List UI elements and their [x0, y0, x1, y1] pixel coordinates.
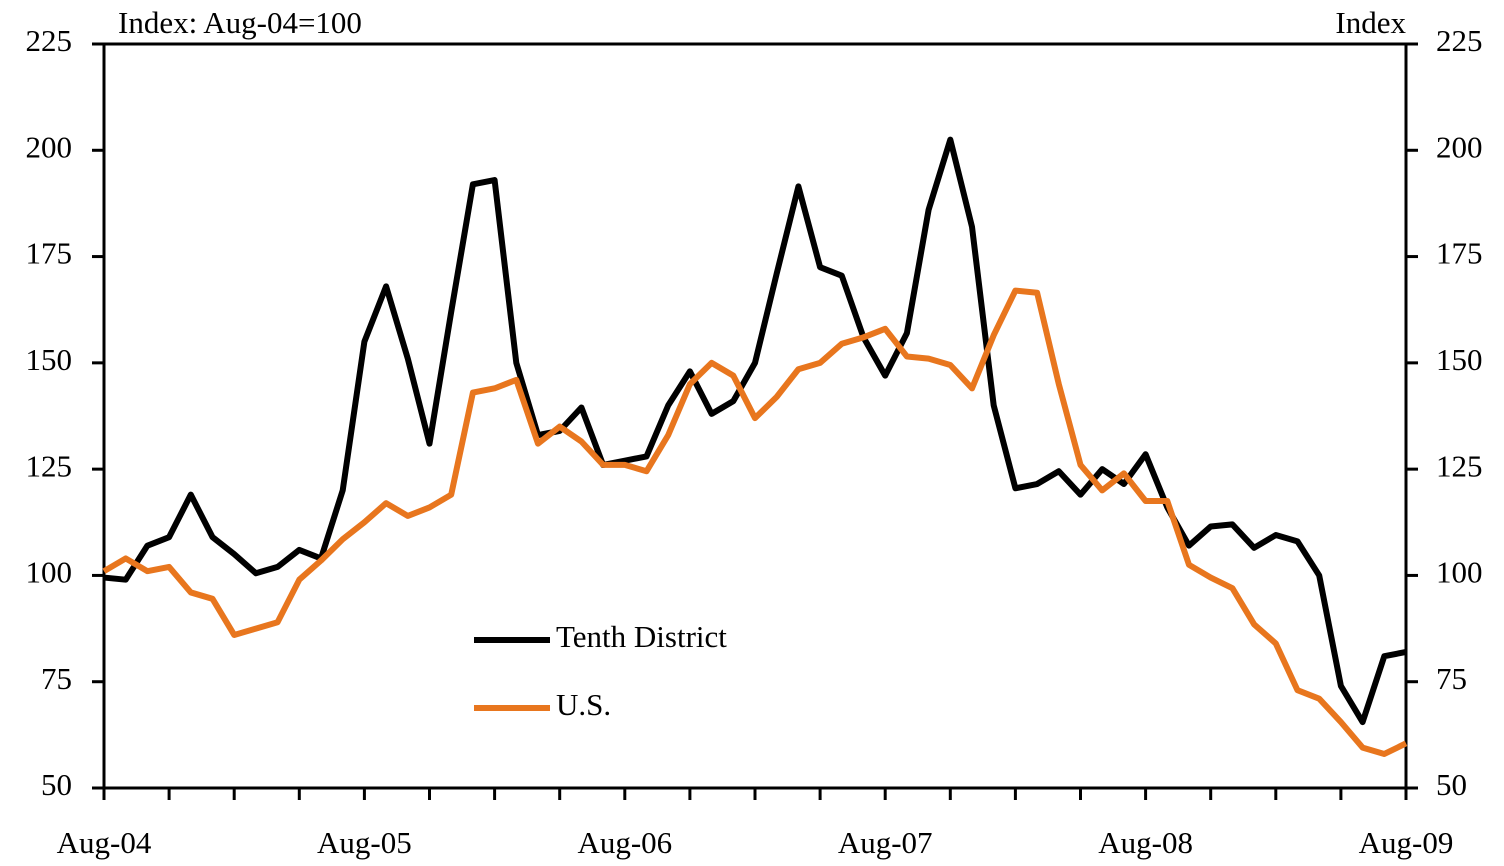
legend-label: Tenth District	[556, 619, 727, 654]
y2-tick-label: 200	[1436, 129, 1483, 164]
y2-tick-label: 150	[1436, 342, 1483, 377]
y2-tick-label: 100	[1436, 555, 1483, 590]
x-tick-label: Aug-05	[317, 825, 412, 860]
x-tick-label: Aug-04	[57, 825, 152, 860]
y2-tick-label: 125	[1436, 448, 1483, 483]
y2-tick-label: 175	[1436, 236, 1483, 271]
y2-tick-label: 50	[1436, 767, 1467, 802]
y-tick-label: 100	[26, 555, 73, 590]
y-tick-label: 175	[26, 236, 73, 271]
y-tick-label: 200	[26, 129, 73, 164]
x-tick-label: Aug-09	[1359, 825, 1454, 860]
series-line	[102, 287, 1408, 757]
y2-tick-label: 225	[1436, 23, 1483, 58]
y2-axis-label: Index	[1335, 5, 1406, 40]
y-tick-label: 125	[26, 448, 73, 483]
y-tick-label: 150	[26, 342, 73, 377]
x-tick-label: Aug-06	[577, 825, 672, 860]
x-tick-label: Aug-08	[1098, 825, 1193, 860]
y2-tick-label: 75	[1436, 661, 1467, 696]
y-tick-label: 75	[41, 661, 72, 696]
y-tick-label: 50	[41, 767, 72, 802]
x-tick-label: Aug-07	[838, 825, 933, 860]
y-tick-label: 225	[26, 23, 73, 58]
series-line	[103, 136, 1407, 726]
y-axis-label: Index: Aug-04=100	[118, 5, 362, 40]
legend-label: U.S.	[556, 687, 611, 722]
